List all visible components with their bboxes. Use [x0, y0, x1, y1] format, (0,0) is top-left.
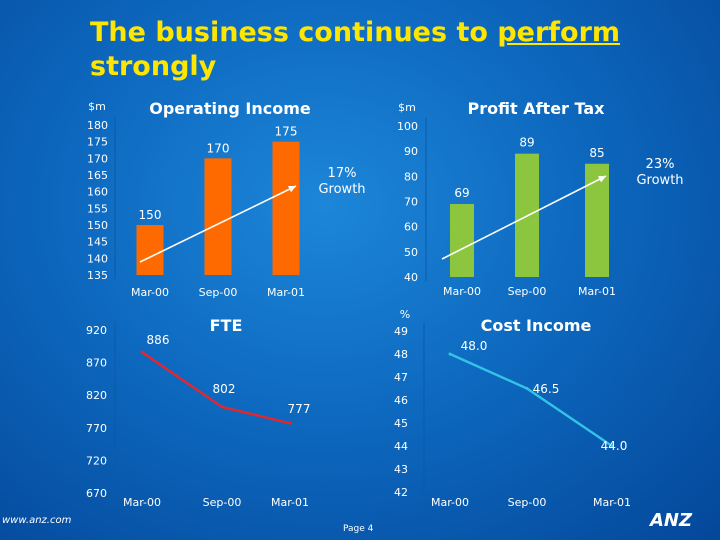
- fte-data-point: [140, 350, 144, 354]
- operating-trend-arrowhead: [288, 186, 296, 193]
- title-text-part2: strongly: [90, 51, 217, 82]
- operating-y-tick: 170: [87, 152, 108, 165]
- operating-y-tick: 135: [87, 269, 108, 282]
- operating-unit-label: $m: [88, 100, 106, 113]
- fte-title: FTE: [210, 316, 243, 335]
- fte-y-tick: 720: [86, 454, 107, 467]
- fte-x-tick: Sep-00: [203, 496, 242, 509]
- cost-y-tick: 42: [394, 486, 408, 499]
- profit-value-label: 89: [519, 136, 534, 150]
- profit-y-tick: 100: [397, 120, 418, 133]
- fte-y-tick: 770: [86, 422, 107, 435]
- profit-bar: [585, 163, 609, 277]
- cost-value-label: 48.0: [461, 339, 488, 353]
- operating-title: Operating Income: [149, 99, 311, 118]
- operating-bar: [136, 225, 164, 275]
- operating-bar: [272, 141, 300, 275]
- fte-value-label: 886: [147, 333, 170, 347]
- operating-value-label: 175: [275, 125, 298, 139]
- cost-title: Cost Income: [481, 316, 592, 335]
- operating-x-tick: Mar-01: [267, 286, 305, 299]
- profit-growth-annotation: Growth: [636, 173, 683, 188]
- profit-unit-label: $m: [398, 101, 416, 114]
- profit-x-tick: Mar-00: [443, 285, 481, 298]
- title-underlined-word: perform: [497, 17, 621, 48]
- operating-value-label: 150: [139, 208, 162, 222]
- operating-y-tick: 180: [87, 119, 108, 132]
- profit-growth-annotation: 23%: [646, 157, 675, 172]
- fte-y-tick: 670: [86, 487, 107, 500]
- operating-y-tick: 160: [87, 186, 108, 199]
- profit-y-tick: 50: [404, 246, 418, 259]
- fte-data-point: [288, 421, 292, 425]
- fte-value-label: 802: [213, 382, 236, 396]
- profit-x-tick: Sep-00: [508, 285, 547, 298]
- profit-y-tick: 60: [404, 221, 418, 234]
- cost-x-tick: Mar-01: [593, 496, 631, 509]
- cost-y-tick: 46: [394, 394, 408, 407]
- cost-data-point: [525, 387, 529, 390]
- profit-y-tick: 90: [404, 145, 418, 158]
- cost-value-label: 44.0: [601, 439, 628, 453]
- cost-y-tick: 49: [394, 325, 408, 338]
- cost-y-tick: 48: [394, 348, 408, 361]
- cost-value-label: 46.5: [533, 382, 560, 396]
- profit-title: Profit After Tax: [468, 99, 606, 118]
- profit-trend-line: [441, 175, 607, 260]
- footer-url: www.anz.com: [2, 515, 72, 526]
- anz-logo: ANZ: [648, 510, 693, 530]
- profit-value-label: 85: [589, 146, 604, 160]
- operating-y-tick: 150: [87, 219, 108, 232]
- operating-x-tick: Sep-00: [199, 286, 238, 299]
- profit-y-tick: 40: [404, 271, 418, 284]
- page-number: Page 4: [343, 524, 374, 534]
- operating-growth-annotation: Growth: [318, 182, 365, 197]
- cost-data-point: [448, 352, 452, 356]
- operating-y-tick: 165: [87, 169, 108, 182]
- slide-title: The business continues to perform strong…: [90, 16, 690, 84]
- profit-x-tick: Mar-01: [578, 285, 616, 298]
- fte-y-tick: 920: [86, 324, 107, 337]
- cost-x-tick: Mar-00: [431, 496, 469, 509]
- operating-growth-annotation: 17%: [328, 166, 357, 181]
- operating-bar: [204, 158, 232, 275]
- fte-value-label: 777: [288, 402, 311, 416]
- operating-x-tick: Mar-00: [131, 286, 169, 299]
- operating-trend-line: [139, 185, 297, 263]
- fte-x-tick: Mar-01: [271, 496, 309, 509]
- operating-y-tick: 175: [87, 136, 108, 149]
- profit-y-tick: 70: [404, 196, 418, 209]
- cost-y-tick: 44: [394, 440, 408, 453]
- cost-series-line: [449, 352, 613, 447]
- fte-x-tick: Mar-00: [123, 496, 161, 509]
- cost-y-tick: 45: [394, 417, 408, 430]
- title-text-part1: The business continues to: [90, 17, 498, 48]
- fte-data-point: [220, 405, 224, 409]
- fte-y-tick: 870: [86, 357, 107, 370]
- cost-unit-label: %: [400, 308, 410, 321]
- fte-y-tick: 820: [86, 389, 107, 402]
- cost-y-tick: 43: [394, 463, 408, 476]
- operating-y-tick: 140: [87, 252, 108, 265]
- operating-y-tick: 145: [87, 236, 108, 249]
- operating-y-tick: 155: [87, 202, 108, 215]
- anz-logo-text: ANZ: [648, 510, 693, 530]
- cost-y-tick: 47: [394, 371, 408, 384]
- profit-value-label: 69: [454, 186, 469, 200]
- operating-value-label: 170: [207, 141, 230, 155]
- cost-x-tick: Sep-00: [508, 496, 547, 509]
- profit-bar: [450, 204, 474, 277]
- cost-data-point: [610, 444, 614, 448]
- profit-trend-arrowhead: [598, 176, 606, 183]
- profit-y-tick: 80: [404, 170, 418, 183]
